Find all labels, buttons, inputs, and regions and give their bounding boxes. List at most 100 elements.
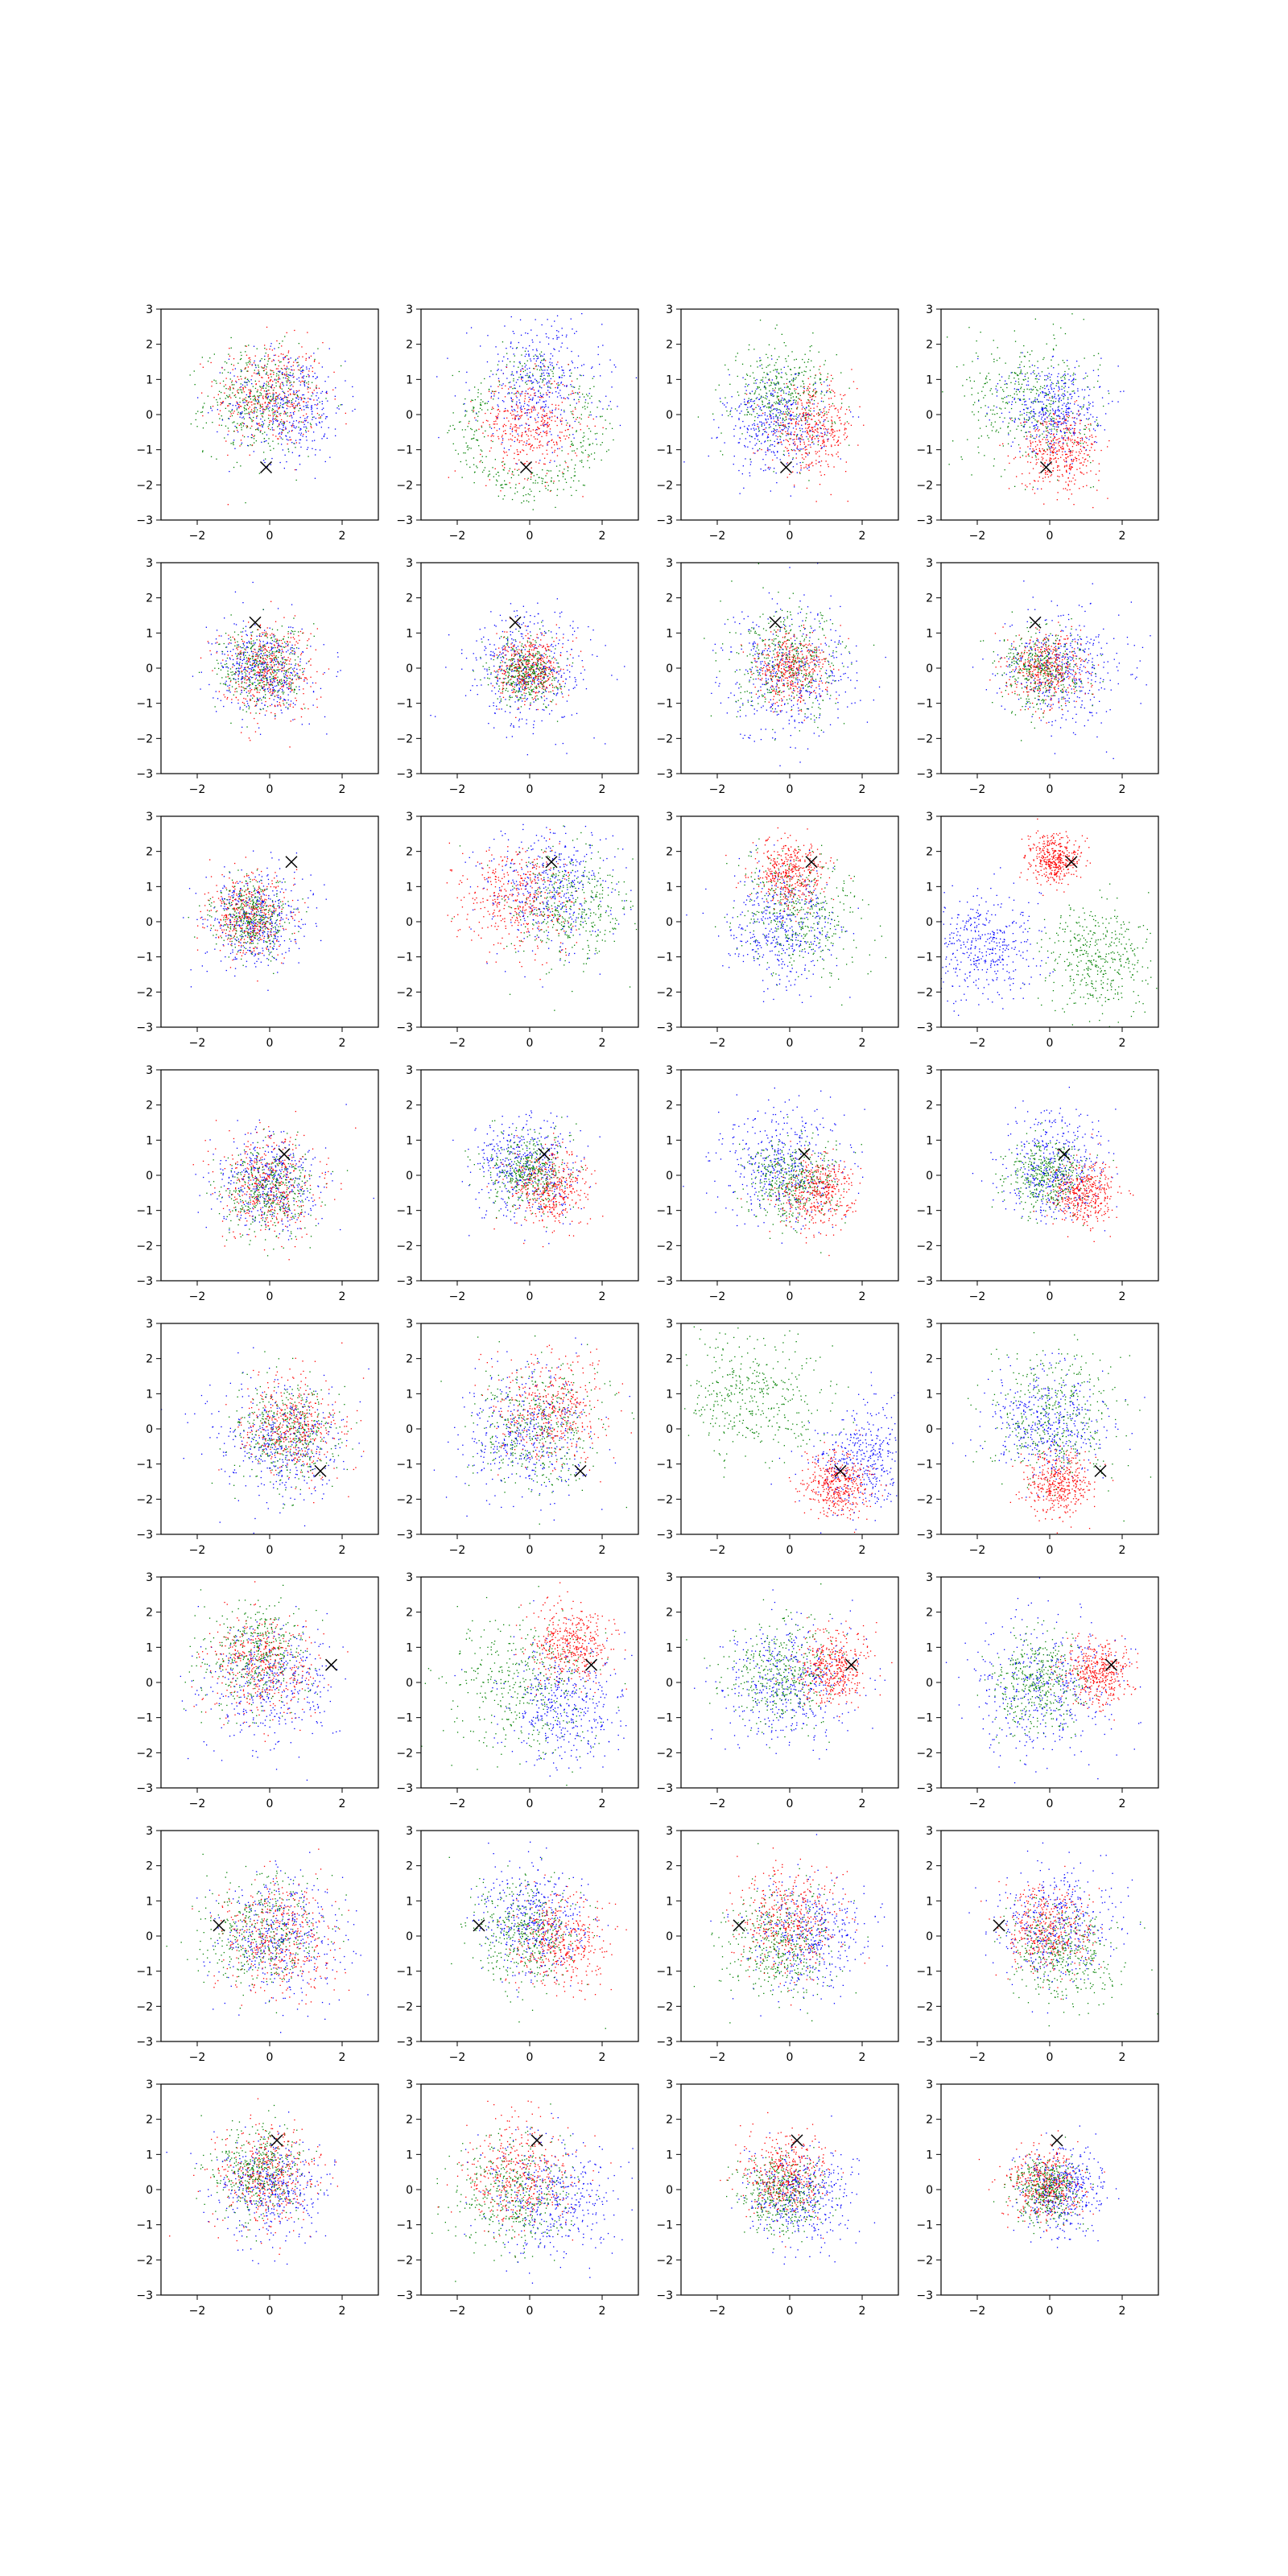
scatter-point-series-2 [281, 374, 283, 375]
scatter-point-series-3 [559, 377, 561, 378]
scatter-point-series-3 [783, 427, 786, 429]
scatter-point-series-3 [539, 361, 542, 364]
scatter-point-series-3 [1038, 394, 1040, 395]
x-tick-label: 2 [339, 530, 346, 543]
y-tick-label: 3 [146, 303, 153, 316]
scatter-point-series-3 [272, 420, 275, 423]
scatter-point-series-2 [1005, 362, 1006, 364]
scatter-point-series-2 [807, 358, 810, 361]
scatter-point-series-1 [202, 366, 204, 368]
scatter-point-series-1 [1085, 449, 1087, 452]
scatter-point-series-1 [1023, 421, 1026, 423]
scatter-point-series-1 [540, 444, 542, 446]
scatter-point-series-3 [804, 447, 806, 448]
scatter-point-series-3 [1036, 398, 1038, 400]
scatter-point-series-3 [546, 383, 547, 385]
scatter-point-series-3 [293, 390, 295, 392]
scatter-point-series-2 [758, 386, 760, 388]
scatter-point-series-2 [764, 405, 766, 407]
scatter-point-series-3 [278, 370, 279, 373]
scatter-point-series-3 [314, 477, 316, 479]
scatter-point-series-2 [471, 438, 473, 440]
scatter-point-series-1 [1045, 473, 1046, 475]
scatter-point-series-1 [238, 424, 240, 426]
scatter-point-series-1 [267, 393, 269, 394]
scatter-point-series-3 [756, 378, 758, 381]
scatter-point-series-3 [576, 402, 577, 404]
scatter-point-series-2 [795, 358, 797, 360]
scatter-point-series-3 [497, 378, 500, 379]
scatter-point-series-3 [738, 442, 741, 444]
scatter-point-series-3 [793, 415, 795, 417]
scatter-point-series-3 [381, 392, 382, 393]
scatter-point-series-2 [280, 421, 282, 423]
scatter-point-series-3 [597, 346, 599, 348]
scatter-point-series-3 [716, 436, 718, 438]
scatter-point-series-1 [514, 423, 516, 426]
scatter-point-series-2 [264, 419, 266, 421]
scatter-point-series-1 [238, 404, 240, 406]
scatter-point-series-3 [559, 421, 562, 423]
scatter-point-series-3 [1046, 374, 1048, 377]
scatter-point-series-3 [530, 380, 532, 382]
scatter-point-series-1 [502, 435, 503, 436]
scatter-point-series-2 [485, 456, 487, 457]
scatter-point-series-1 [819, 444, 822, 447]
scatter-point-series-2 [1016, 374, 1018, 376]
scatter-point-series-2 [243, 436, 246, 438]
scatter-point-series-1 [1027, 461, 1029, 463]
scatter-point-series-2 [278, 374, 279, 376]
scatter-point-series-2 [254, 400, 256, 402]
scatter-point-series-2 [1051, 395, 1053, 397]
scatter-point-series-2 [493, 390, 496, 393]
scatter-point-series-3 [753, 411, 754, 412]
scatter-point-series-3 [750, 400, 752, 402]
scatter-point-series-3 [279, 432, 281, 434]
scatter-point-series-2 [766, 366, 767, 368]
scatter-point-series-2 [287, 379, 289, 381]
scatter-point-series-2 [584, 406, 585, 407]
scatter-point-series-1 [287, 397, 289, 398]
scatter-point-series-2 [233, 394, 235, 397]
scatter-point-series-2 [993, 340, 994, 341]
scatter-point-series-1 [801, 439, 803, 440]
scatter-point-series-1 [268, 402, 270, 404]
scatter-point-series-1 [1091, 447, 1092, 448]
scatter-point-series-3 [793, 449, 795, 451]
scatter-point-series-1 [255, 383, 257, 386]
scatter-point-series-2 [260, 386, 262, 388]
scatter-point-series-1 [279, 383, 281, 385]
scatter-point-series-1 [1067, 445, 1069, 447]
scatter-point-series-2 [1047, 394, 1050, 396]
scatter-point-series-3 [551, 452, 553, 453]
scatter-point-series-1 [1049, 481, 1051, 483]
scatter-point-series-1 [788, 455, 790, 456]
scatter-point-series-2 [1088, 456, 1091, 458]
scatter-point-series-2 [803, 383, 805, 385]
scatter-point-series-2 [511, 498, 514, 501]
scatter-point-series-1 [799, 472, 801, 473]
scatter-point-series-1 [1068, 498, 1070, 500]
scatter-point-series-3 [282, 372, 283, 374]
scatter-point-series-2 [846, 421, 848, 423]
scatter-point-series-1 [1016, 476, 1018, 477]
scatter-point-series-3 [782, 422, 784, 423]
scatter-point-series-3 [595, 438, 597, 440]
scatter-point-series-3 [1058, 421, 1059, 423]
scatter-point-series-1 [844, 394, 846, 396]
scatter-point-series-2 [474, 398, 476, 401]
scatter-point-series-2 [789, 388, 791, 390]
scatter-point-series-3 [807, 454, 809, 456]
scatter-point-series-3 [247, 436, 249, 438]
scatter-point-series-3 [756, 397, 758, 398]
scatter-point-series-3 [759, 415, 761, 416]
scatter-point-series-1 [832, 429, 834, 431]
scatter-point-series-2 [829, 390, 831, 393]
scatter-point-series-2 [250, 444, 251, 446]
scatter-point-series-2 [794, 399, 795, 401]
scatter-point-series-3 [548, 382, 550, 384]
scatter-point-series-3 [570, 384, 572, 386]
scatter-point-series-2 [762, 377, 764, 378]
scatter-point-series-1 [514, 430, 516, 431]
scatter-point-series-3 [573, 437, 575, 439]
